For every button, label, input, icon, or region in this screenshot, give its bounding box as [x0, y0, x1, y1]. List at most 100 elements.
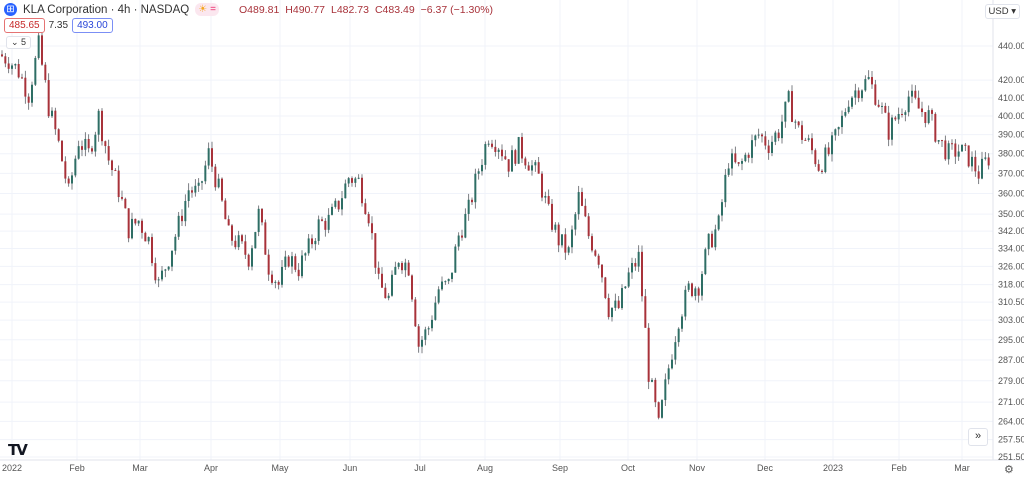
- candle-down: [364, 203, 367, 215]
- candle-up: [251, 248, 253, 267]
- candle-down: [371, 223, 373, 234]
- candle-down: [934, 113, 937, 142]
- candle-down: [951, 143, 953, 145]
- candle-down: [321, 219, 323, 221]
- candle-down: [801, 125, 803, 140]
- ohlc-low: L482.73: [331, 3, 369, 16]
- candle-down: [41, 35, 43, 65]
- candle-down: [601, 264, 603, 278]
- sun-icon: ☀: [198, 4, 208, 15]
- candle-up: [387, 295, 390, 299]
- candle-down: [747, 154, 750, 158]
- candle-down: [501, 149, 503, 157]
- candle-down: [987, 157, 990, 166]
- candle-up: [834, 129, 837, 136]
- candle-down: [17, 64, 20, 78]
- candle-up: [794, 121, 797, 123]
- candle-up: [484, 144, 487, 165]
- candle-down: [551, 203, 553, 230]
- candle-up: [187, 190, 190, 202]
- candle-down: [641, 251, 643, 297]
- price-tick-label: 342.00: [998, 226, 1024, 236]
- candle-down: [767, 145, 770, 154]
- candle-up: [744, 154, 747, 162]
- candle-down: [181, 215, 183, 222]
- candle-down: [247, 254, 250, 267]
- status-pill[interactable]: ☀ =: [195, 3, 219, 16]
- candle-up: [724, 174, 727, 203]
- candle-up: [517, 137, 520, 164]
- candle-up: [531, 165, 533, 171]
- candle-up: [937, 140, 940, 142]
- spread-value: 7.35: [48, 20, 69, 31]
- candle-up: [881, 105, 883, 107]
- candle-down: [884, 105, 887, 113]
- tradingview-logo[interactable]: TV: [8, 441, 28, 459]
- candle-down: [901, 114, 903, 116]
- candle-up: [864, 79, 867, 91]
- candle-down: [324, 220, 327, 230]
- ohlc-high: H490.77: [285, 3, 325, 16]
- candle-up: [907, 96, 910, 113]
- chart-grid: [0, 0, 993, 460]
- candle-up: [694, 288, 697, 297]
- symbol-header: ⊞ KLA Corporation · 4h · NASDAQ ☀ = O489.…: [4, 3, 493, 16]
- candle-down: [734, 153, 737, 163]
- candle-down: [811, 138, 813, 151]
- candle-up: [667, 368, 670, 380]
- candle-down: [537, 162, 540, 174]
- buy-button[interactable]: 493.00: [72, 18, 113, 33]
- candle-up: [957, 151, 960, 157]
- candle-down: [234, 240, 237, 248]
- time-axis[interactable]: 2022 Feb Mar Apr May Jun Jul Aug Sep Oct Nov Dec 202…: [2, 463, 970, 473]
- candle-up: [611, 307, 613, 318]
- candle-up: [451, 272, 453, 279]
- sell-button[interactable]: 485.65: [4, 18, 45, 33]
- candle-up: [431, 319, 433, 329]
- candle-up: [837, 127, 840, 130]
- price-axis[interactable]: 440.00 420.00 410.00 400.00 390.00 380.00 370.…: [998, 41, 1024, 462]
- candle-down: [557, 224, 560, 246]
- time-tick-label: Oct: [621, 463, 636, 473]
- symbol-title[interactable]: KLA Corporation · 4h · NASDAQ: [23, 3, 190, 16]
- candle-up: [467, 199, 470, 214]
- candle-up: [14, 64, 17, 66]
- candle-down: [777, 132, 780, 139]
- candle-down: [491, 143, 493, 147]
- candle-up: [237, 235, 240, 248]
- candle-down: [764, 136, 767, 146]
- collapse-indicators-button[interactable]: ⌄ 5: [6, 36, 32, 49]
- candle-up: [701, 274, 703, 296]
- gear-icon[interactable]: ⚙: [1004, 464, 1014, 476]
- currency-select[interactable]: USD ▾: [984, 4, 1020, 19]
- candle-up: [257, 208, 260, 233]
- price-tick-label: 410.00: [998, 93, 1024, 103]
- candle-down: [287, 256, 290, 267]
- candle-down: [47, 80, 50, 117]
- candle-down: [817, 164, 820, 171]
- candle-down: [81, 146, 83, 150]
- candle-down: [121, 197, 123, 199]
- candle-down: [7, 63, 10, 69]
- candle-up: [677, 328, 680, 343]
- candle-down: [91, 148, 93, 152]
- candle-down: [367, 214, 370, 224]
- candle-down: [797, 121, 800, 126]
- candle-down: [647, 327, 650, 382]
- candle-down: [141, 220, 143, 233]
- candle-up: [897, 114, 900, 120]
- time-tick-label: May: [271, 463, 289, 473]
- candle-up: [171, 250, 173, 267]
- scroll-to-realtime-button[interactable]: »: [968, 428, 988, 446]
- price-tick-label: 400.00: [998, 111, 1024, 121]
- candle-down: [581, 192, 583, 206]
- candle-down: [124, 198, 127, 209]
- candle-down: [374, 233, 377, 268]
- candle-up: [984, 157, 987, 159]
- candle-down: [471, 199, 473, 203]
- candle-up: [674, 342, 677, 360]
- candle-up: [161, 270, 163, 280]
- candle-up: [177, 215, 180, 237]
- candle-down: [821, 170, 823, 173]
